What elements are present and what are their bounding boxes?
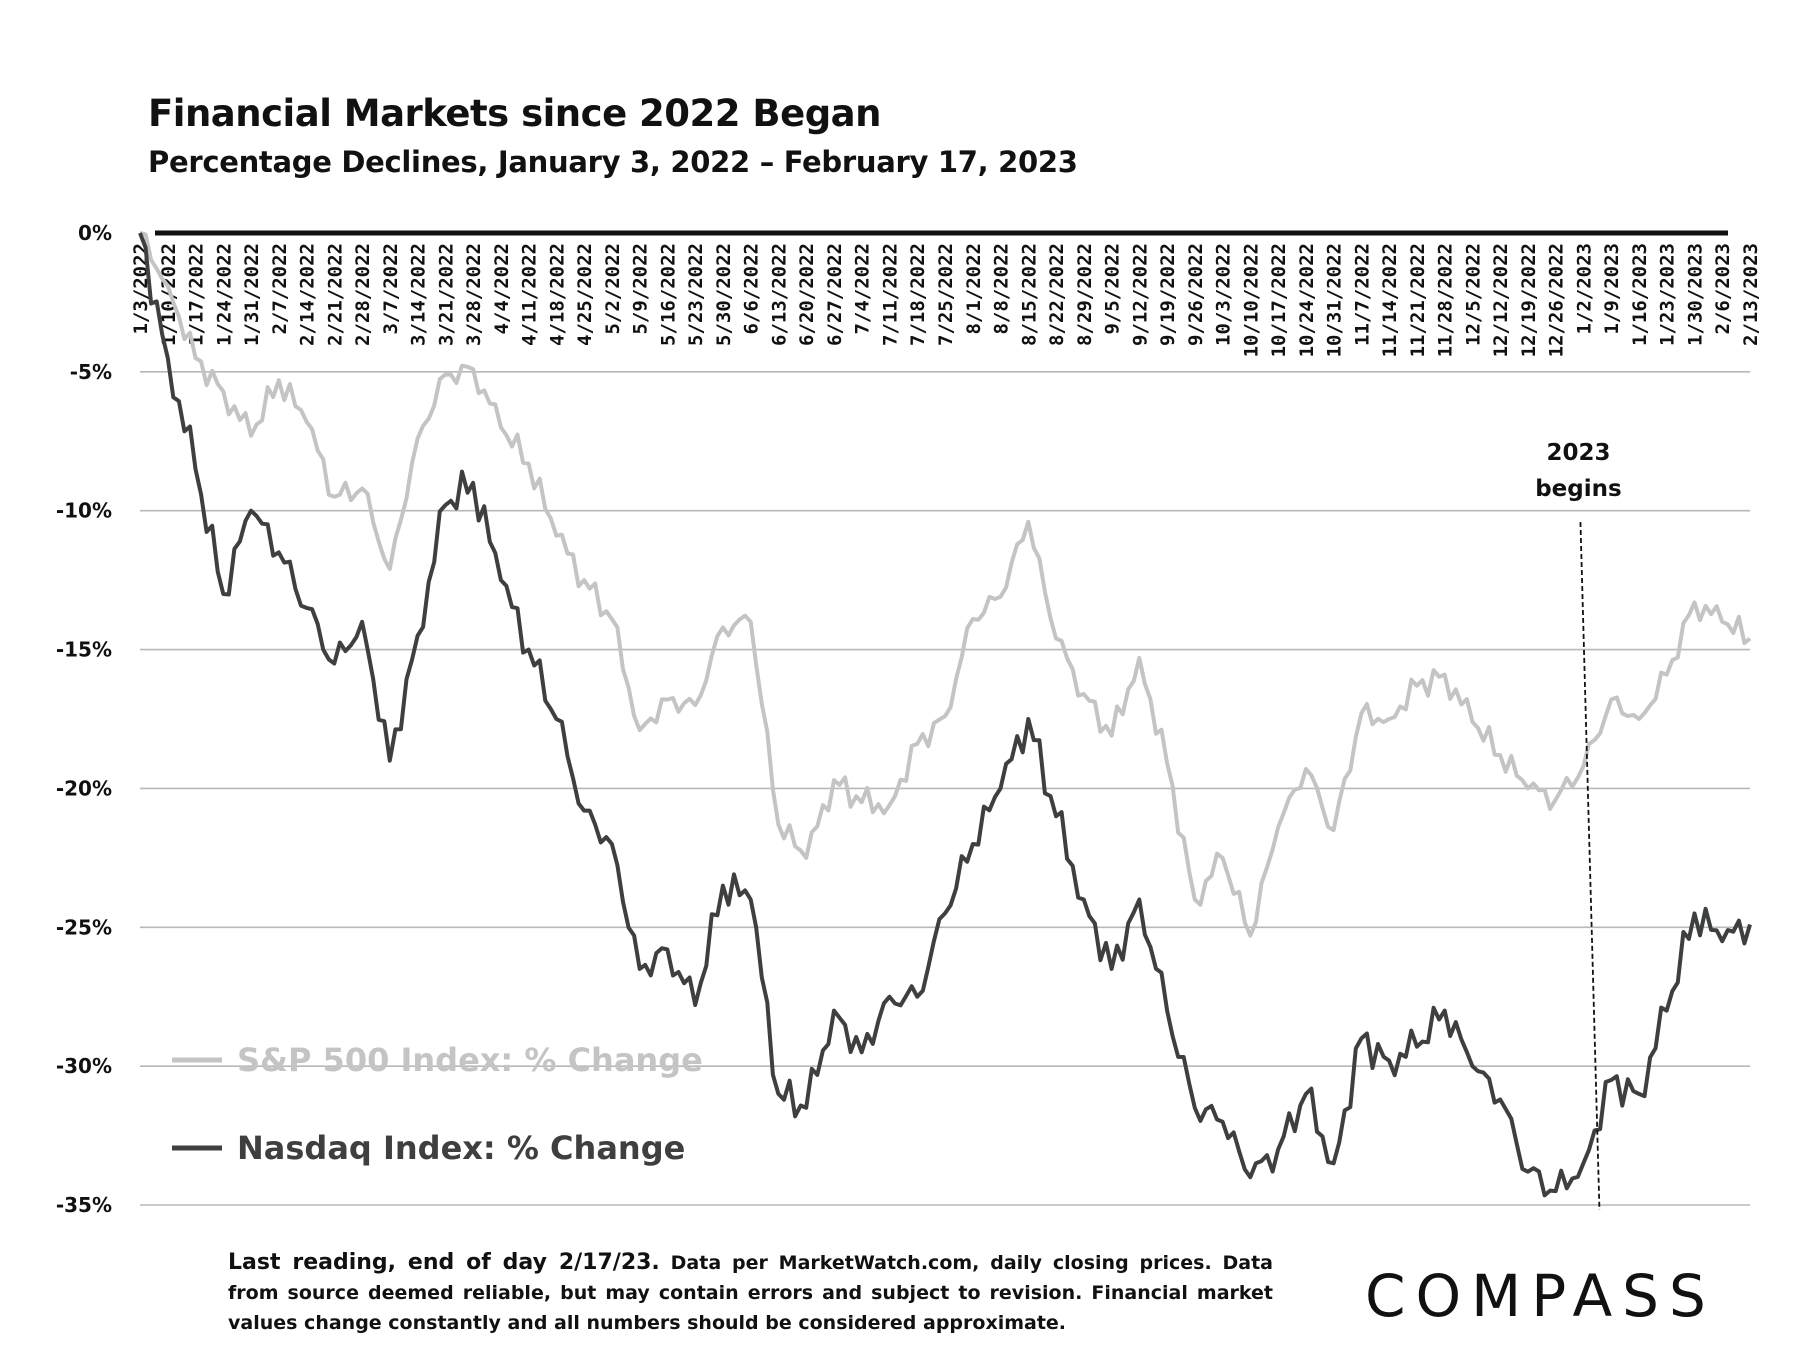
annotation-2023: 2023 begins <box>1535 440 1622 1211</box>
x-tick-label: 1/24/2022 <box>213 243 235 346</box>
x-tick-label: 10/24/2022 <box>1296 243 1318 357</box>
x-tick-label: 6/27/2022 <box>824 243 846 346</box>
x-tick-label: 5/16/2022 <box>657 243 679 346</box>
annotation-text-line2: begins <box>1535 476 1621 502</box>
x-tick-label: 3/7/2022 <box>380 243 402 335</box>
y-tick-label: -25% <box>56 915 112 939</box>
x-tick-label: 10/3/2022 <box>1213 243 1235 346</box>
series-lines <box>138 231 1752 1198</box>
x-tick-label: 11/21/2022 <box>1407 243 1429 357</box>
y-tick-label: -20% <box>56 776 112 800</box>
x-tick-label: 5/9/2022 <box>630 243 652 335</box>
x-tick-label: 2/7/2022 <box>269 243 291 335</box>
compass-logo: COMPASS <box>1365 1262 1716 1330</box>
x-tick-label: 2/28/2022 <box>352 243 374 346</box>
x-tick-label: 8/1/2022 <box>963 243 985 335</box>
y-axis-ticks: 0% -5% -10% -15% -20% -25% -30% -35% <box>56 221 112 1217</box>
x-axis-ticks: 1/3/2022 1/10/2022 1/17/2022 1/24/2022 1/31/… <box>130 243 1762 357</box>
x-tick-label: 1/9/2023 <box>1601 243 1623 335</box>
x-tick-label: 12/26/2022 <box>1546 243 1568 357</box>
y-tick-label: -15% <box>56 638 112 662</box>
footnote: Last reading, end of day 2/17/23. Data p… <box>228 1248 1273 1338</box>
x-tick-label: 2/6/2023 <box>1712 243 1734 335</box>
x-tick-label: 4/4/2022 <box>491 243 513 335</box>
y-tick-label: -10% <box>56 499 112 523</box>
x-tick-label: 2/21/2022 <box>324 243 346 346</box>
x-tick-label: 1/2/2023 <box>1573 243 1595 335</box>
y-tick-label: -30% <box>56 1054 112 1078</box>
legend-label: Nasdaq Index: % Change <box>237 1129 685 1167</box>
x-tick-label: 12/5/2022 <box>1462 243 1484 346</box>
y-tick-label: -35% <box>56 1193 112 1217</box>
x-tick-label: 1/16/2023 <box>1629 243 1651 346</box>
x-tick-label: 4/11/2022 <box>519 243 541 346</box>
x-tick-label: 1/17/2022 <box>186 243 208 346</box>
x-tick-label: 9/26/2022 <box>1185 243 1207 346</box>
x-tick-label: 4/18/2022 <box>546 243 568 346</box>
x-tick-label: 11/28/2022 <box>1435 243 1457 357</box>
x-tick-label: 6/6/2022 <box>741 243 763 335</box>
x-tick-label: 8/22/2022 <box>1046 243 1068 346</box>
x-tick-label: 11/14/2022 <box>1379 243 1401 357</box>
x-tick-label: 6/13/2022 <box>768 243 790 346</box>
x-tick-label: 4/25/2022 <box>574 243 596 346</box>
legend-label: S&P 500 Index: % Change <box>237 1041 703 1079</box>
grid-lines <box>140 230 1750 1206</box>
x-tick-label: 8/8/2022 <box>991 243 1013 335</box>
x-tick-label: 12/12/2022 <box>1490 243 1512 357</box>
x-tick-label: 9/19/2022 <box>1157 243 1179 346</box>
chart-title: Financial Markets since 2022 Began <box>148 92 882 135</box>
x-tick-label: 10/10/2022 <box>1240 243 1262 357</box>
x-tick-label: 9/12/2022 <box>1129 243 1151 346</box>
x-tick-label: 6/20/2022 <box>796 243 818 346</box>
x-tick-label: 7/11/2022 <box>879 243 901 346</box>
x-tick-label: 3/14/2022 <box>408 243 430 346</box>
x-tick-label: 7/18/2022 <box>907 243 929 346</box>
y-tick-label: -5% <box>70 360 112 384</box>
footnote-text: Data per MarketWatch.com, daily closing … <box>228 1252 1273 1334</box>
sp500-line <box>139 231 1752 938</box>
x-tick-label: 2/14/2022 <box>297 243 319 346</box>
x-tick-label: 5/2/2022 <box>602 243 624 335</box>
x-tick-label: 7/25/2022 <box>935 243 957 346</box>
x-tick-label: 5/30/2022 <box>713 243 735 346</box>
x-tick-label: 3/28/2022 <box>463 243 485 346</box>
x-tick-label: 11/7/2022 <box>1351 243 1373 346</box>
legend: S&P 500 Index: % Change Nasdaq Index: % C… <box>172 1041 703 1167</box>
x-tick-label: 1/30/2023 <box>1684 243 1706 346</box>
nasdaq-line <box>138 232 1752 1198</box>
x-tick-label: 8/29/2022 <box>1074 243 1096 346</box>
x-tick-label: 8/15/2022 <box>1018 243 1040 346</box>
x-tick-label: 12/19/2022 <box>1518 243 1540 357</box>
x-tick-label: 2/13/2023 <box>1740 243 1762 346</box>
x-tick-label: 1/31/2022 <box>241 243 263 346</box>
x-tick-label: 10/31/2022 <box>1324 243 1346 357</box>
annotation-text-line1: 2023 <box>1546 440 1610 466</box>
x-tick-label: 10/17/2022 <box>1268 243 1290 357</box>
x-tick-label: 5/23/2022 <box>685 243 707 346</box>
x-tick-label: 3/21/2022 <box>435 243 457 346</box>
x-tick-label: 1/23/2023 <box>1657 243 1679 346</box>
x-tick-label: 9/5/2022 <box>1102 243 1124 335</box>
footnote-lead: Last reading, end of day 2/17/23. <box>228 1250 660 1275</box>
y-tick-label: 0% <box>78 221 112 245</box>
x-tick-label: 7/4/2022 <box>852 243 874 335</box>
chart-subtitle: Percentage Declines, January 3, 2022 – F… <box>148 145 1078 179</box>
annotation-line <box>1579 521 1601 1211</box>
